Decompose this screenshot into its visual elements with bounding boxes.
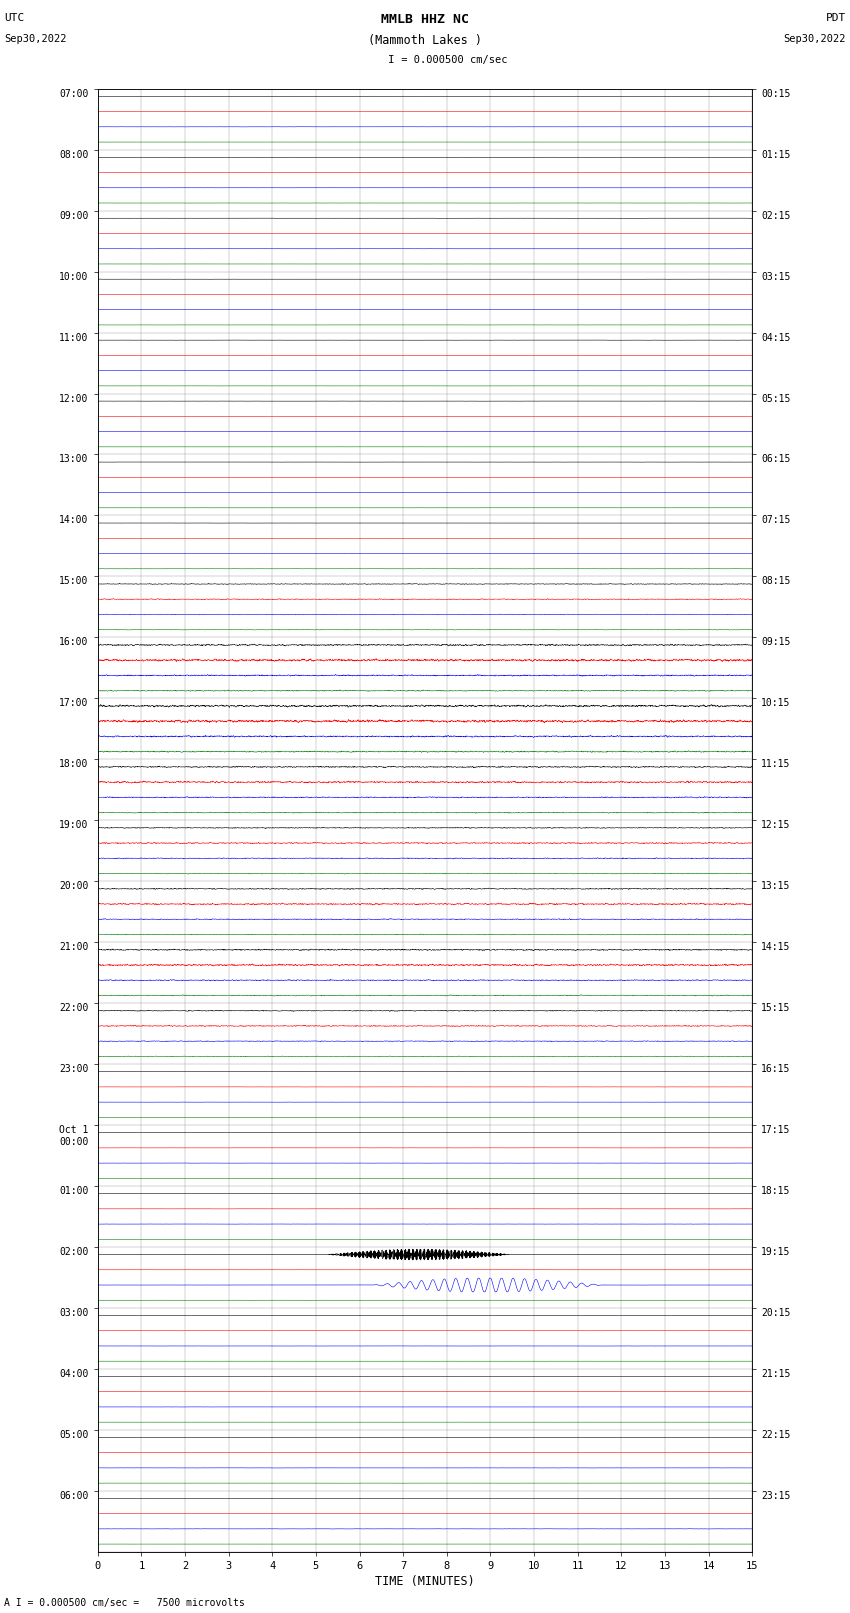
Text: (Mammoth Lakes ): (Mammoth Lakes ): [368, 34, 482, 47]
Text: Sep30,2022: Sep30,2022: [783, 34, 846, 44]
Text: I: I: [388, 55, 394, 65]
Text: PDT: PDT: [825, 13, 846, 23]
Text: Sep30,2022: Sep30,2022: [4, 34, 67, 44]
X-axis label: TIME (MINUTES): TIME (MINUTES): [375, 1574, 475, 1587]
Text: = 0.000500 cm/sec: = 0.000500 cm/sec: [395, 55, 507, 65]
Text: A I = 0.000500 cm/sec =   7500 microvolts: A I = 0.000500 cm/sec = 7500 microvolts: [4, 1598, 245, 1608]
Text: MMLB HHZ NC: MMLB HHZ NC: [381, 13, 469, 26]
Text: UTC: UTC: [4, 13, 25, 23]
